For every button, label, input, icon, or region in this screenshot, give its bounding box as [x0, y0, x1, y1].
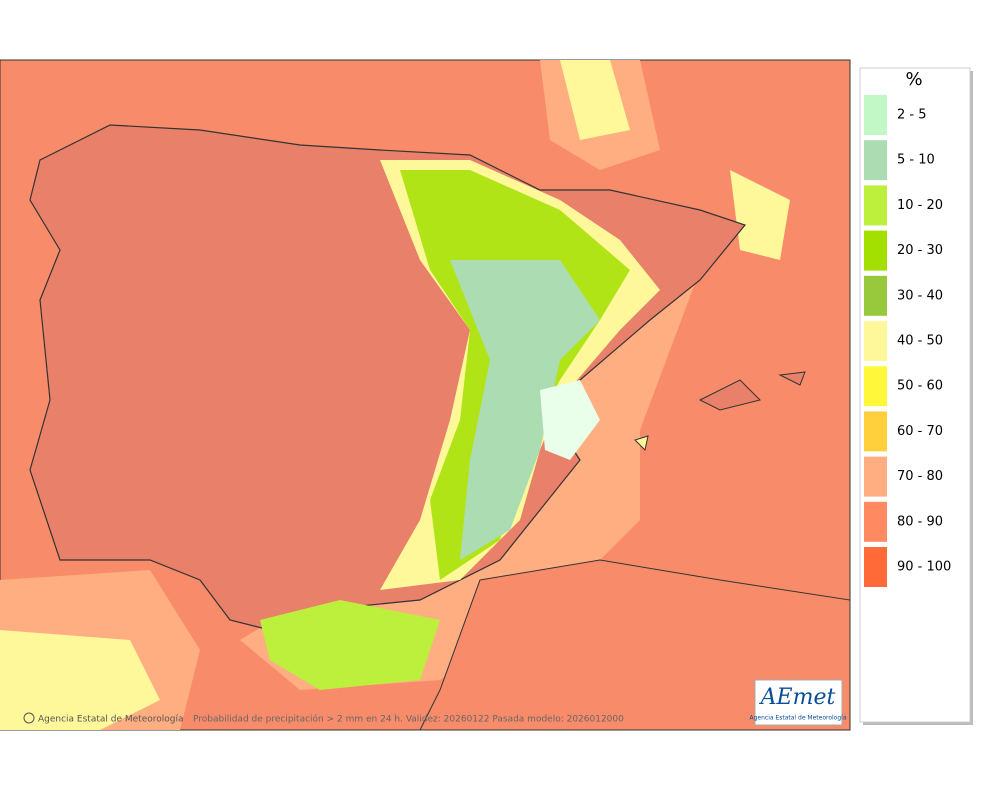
legend-label: 80 - 90: [897, 514, 943, 529]
logo-box: [754, 679, 843, 726]
legend-label: 5 - 10: [897, 153, 935, 168]
legend-swatch: [864, 547, 887, 587]
sea-band: [560, 60, 630, 140]
caption: Probabilidad de precipitación > 2 mm en …: [193, 714, 624, 725]
legend-label: 30 - 40: [897, 288, 943, 303]
copyright: Agencia Estatal de Meteorología: [38, 715, 184, 725]
logo-name: AEmet: [759, 685, 836, 710]
precip-zone: [450, 260, 600, 560]
africa-coast: [419, 559, 851, 731]
legend-label: 2 - 5: [897, 108, 927, 123]
legend-swatch: [864, 411, 887, 452]
logo-subtitle: Agencia Estatal de Meteorología: [750, 715, 847, 722]
legend-swatch: [864, 366, 887, 407]
legend-label: 10 - 20: [897, 198, 943, 213]
legend-label: 20 - 30: [897, 243, 943, 258]
legend-label: 50 - 60: [897, 379, 943, 394]
legend-label: 40 - 50: [897, 334, 943, 349]
island: [634, 435, 649, 452]
legend-swatch: [864, 501, 887, 542]
legend: % 2 - 5 5 - 10 10 - 20 20 - 30 30 - 40 40 - 5…: [859, 67, 973, 725]
sea-band: [0, 630, 160, 730]
legend-swatch: [864, 95, 887, 135]
legend-label: 70 - 80: [897, 469, 943, 484]
legend-swatch: [864, 140, 887, 181]
precip-zone: [260, 600, 440, 690]
legend-swatch: [864, 456, 887, 497]
legend-title: %: [905, 69, 922, 90]
legend-label: 60 - 70: [897, 424, 943, 439]
legend-swatch: [864, 185, 887, 226]
island: [778, 371, 806, 386]
copyright-icon: [23, 712, 35, 724]
legend-swatch: [864, 275, 887, 316]
precip-zone: [540, 380, 600, 460]
sea-band: [730, 170, 790, 260]
island: [698, 379, 761, 411]
map: Agencia Estatal de Meteorología Probabil…: [0, 59, 851, 731]
legend-swatch: [864, 321, 887, 361]
legend-label: 90 - 100: [897, 560, 951, 575]
legend-swatch: [864, 230, 887, 271]
